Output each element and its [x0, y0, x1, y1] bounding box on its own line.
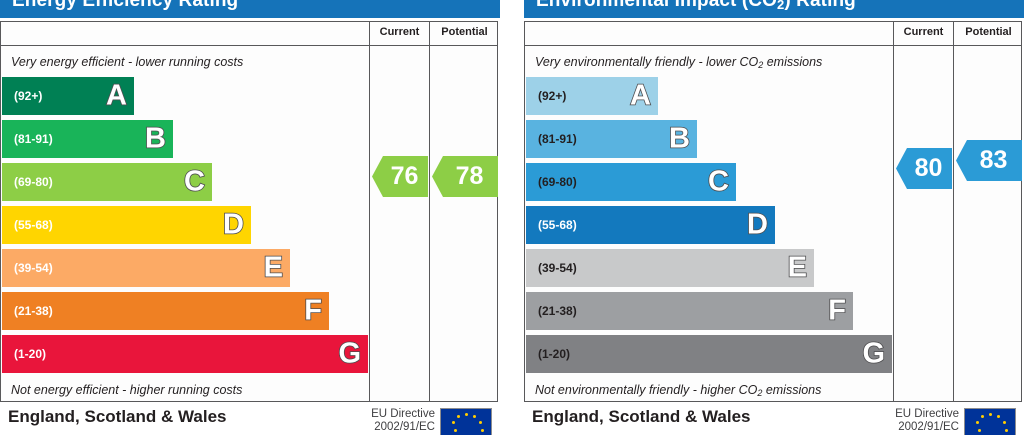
- env-column-divider-2: [953, 22, 954, 401]
- env-title-pre: Environmental Impact (CO: [536, 0, 777, 11]
- env-footer-eu-directive: EU Directive 2002/91/EC: [879, 408, 959, 434]
- env-current-rating-value: 80: [914, 154, 943, 182]
- energy-bottom-caption: Not energy efficient - higher running co…: [11, 383, 243, 397]
- energy-efficiency-title-band: Energy Efficiency Rating: [0, 0, 500, 18]
- energy-band-g-letter: G: [338, 337, 362, 370]
- env-band-b: (81-91) B: [526, 120, 697, 158]
- energy-band-a-range: (92+): [14, 89, 43, 103]
- env-band-f-range: (21-38): [538, 304, 577, 318]
- energy-band-c: (69-80) C: [2, 163, 212, 201]
- energy-footer-eu-directive: EU Directive 2002/91/EC: [355, 408, 435, 434]
- env-title-post: ) Rating: [784, 0, 856, 11]
- eu-flag-icon: [440, 408, 492, 435]
- energy-efficiency-header-row: Current Potential: [1, 22, 497, 46]
- env-band-f: (21-38) F: [526, 292, 853, 330]
- energy-bars-container: (92+) A (81-91) B (69-80) C (55-68) D (3…: [2, 77, 368, 377]
- energy-band-f-range: (21-38): [14, 304, 53, 318]
- energy-band-f: (21-38) F: [2, 292, 329, 330]
- energy-band-e-range: (39-54): [14, 261, 53, 275]
- energy-footer-region: England, Scotland & Wales: [8, 407, 227, 426]
- energy-potential-rating-value: 78: [455, 162, 484, 190]
- energy-band-f-letter: F: [303, 294, 322, 327]
- env-band-g-range: (1-20): [538, 347, 571, 361]
- energy-column-divider-2: [429, 22, 430, 401]
- env-band-g-letter: G: [862, 337, 886, 370]
- energy-band-a: (92+) A: [2, 77, 134, 115]
- energy-band-a-letter: A: [105, 79, 128, 112]
- env-top-caption-pre: Very environmentally friendly - lower CO: [535, 55, 759, 69]
- env-column-divider-1: [893, 22, 894, 401]
- env-potential-rating-value: 83: [979, 146, 1008, 174]
- env-bottom-caption-pre: Not environmentally friendly - higher CO: [535, 383, 758, 397]
- environmental-impact-grid: Current Potential Very environmentally f…: [524, 21, 1022, 402]
- energy-band-e-letter: E: [263, 251, 284, 284]
- energy-column-divider-1: [369, 22, 370, 401]
- energy-band-b-range: (81-91): [14, 132, 53, 146]
- energy-current-rating-value: 76: [390, 162, 419, 190]
- env-band-a-range: (92+): [538, 89, 567, 103]
- energy-footer: England, Scotland & Wales EU Directive 2…: [0, 405, 498, 435]
- env-eu-directive-line2: 2002/91/EC: [898, 421, 959, 433]
- env-band-b-letter: B: [668, 122, 691, 155]
- env-band-f-letter: F: [827, 294, 846, 327]
- env-band-e: (39-54) E: [526, 249, 814, 287]
- env-top-caption-sub: 2: [758, 60, 764, 70]
- energy-potential-rating-marker: 78: [432, 156, 498, 197]
- env-footer-region: England, Scotland & Wales: [532, 407, 751, 426]
- env-bottom-caption-post: emissions: [762, 383, 822, 397]
- env-top-caption: Very environmentally friendly - lower CO…: [535, 55, 823, 70]
- energy-efficiency-grid: Current Potential Very energy efficient …: [0, 21, 498, 402]
- env-potential-column-header: Potential: [965, 26, 1012, 38]
- env-footer: England, Scotland & Wales EU Directive 2…: [524, 405, 1022, 435]
- env-band-g: (1-20) G: [526, 335, 892, 373]
- env-band-d-range: (55-68): [538, 218, 577, 232]
- env-band-d: (55-68) D: [526, 206, 775, 244]
- env-band-c: (69-80) C: [526, 163, 736, 201]
- env-band-e-letter: E: [787, 251, 808, 284]
- energy-band-b: (81-91) B: [2, 120, 173, 158]
- energy-band-b-letter: B: [144, 122, 167, 155]
- environmental-impact-title: Environmental Impact (CO2) Rating: [536, 0, 856, 12]
- energy-band-e: (39-54) E: [2, 249, 290, 287]
- energy-band-d: (55-68) D: [2, 206, 251, 244]
- env-eu-directive-line1: EU Directive: [895, 408, 959, 420]
- env-band-c-letter: C: [707, 165, 730, 198]
- energy-band-c-range: (69-80): [14, 175, 53, 189]
- energy-band-g: (1-20) G: [2, 335, 368, 373]
- energy-band-c-letter: C: [183, 165, 206, 198]
- environmental-impact-panel: Environmental Impact (CO2) Rating Curren…: [524, 0, 1024, 435]
- energy-eu-directive-line2: 2002/91/EC: [374, 421, 435, 433]
- environmental-impact-title-band: Environmental Impact (CO2) Rating: [524, 0, 1024, 18]
- env-bottom-caption: Not environmentally friendly - higher CO…: [535, 383, 822, 398]
- energy-band-d-range: (55-68): [14, 218, 53, 232]
- env-top-caption-post: emissions: [763, 55, 823, 69]
- env-bottom-caption-sub: 2: [757, 388, 763, 398]
- eu-flag-icon: [964, 408, 1016, 435]
- energy-band-d-letter: D: [222, 208, 245, 241]
- energy-efficiency-title: Energy Efficiency Rating: [12, 0, 239, 11]
- env-title-sub: 2: [777, 0, 785, 12]
- energy-current-rating-marker: 76: [372, 156, 428, 197]
- env-band-a: (92+) A: [526, 77, 658, 115]
- energy-band-g-range: (1-20): [14, 347, 47, 361]
- energy-top-caption: Very energy efficient - lower running co…: [11, 55, 244, 69]
- env-potential-rating-marker: 83: [956, 140, 1022, 181]
- env-band-a-letter: A: [629, 79, 652, 112]
- energy-eu-directive-line1: EU Directive: [371, 408, 435, 420]
- env-band-e-range: (39-54): [538, 261, 577, 275]
- energy-efficiency-panel: Energy Efficiency Rating Current Potenti…: [0, 0, 500, 435]
- energy-potential-column-header: Potential: [441, 26, 488, 38]
- environmental-header-row: Current Potential: [525, 22, 1021, 46]
- env-current-rating-marker: 80: [896, 148, 952, 189]
- env-band-c-range: (69-80): [538, 175, 577, 189]
- energy-current-column-header: Current: [379, 26, 420, 38]
- env-bars-container: (92+) A (81-91) B (69-80) C (55-68) D (3…: [526, 77, 892, 377]
- env-band-d-letter: D: [746, 208, 769, 241]
- env-band-b-range: (81-91): [538, 132, 577, 146]
- env-current-column-header: Current: [903, 26, 944, 38]
